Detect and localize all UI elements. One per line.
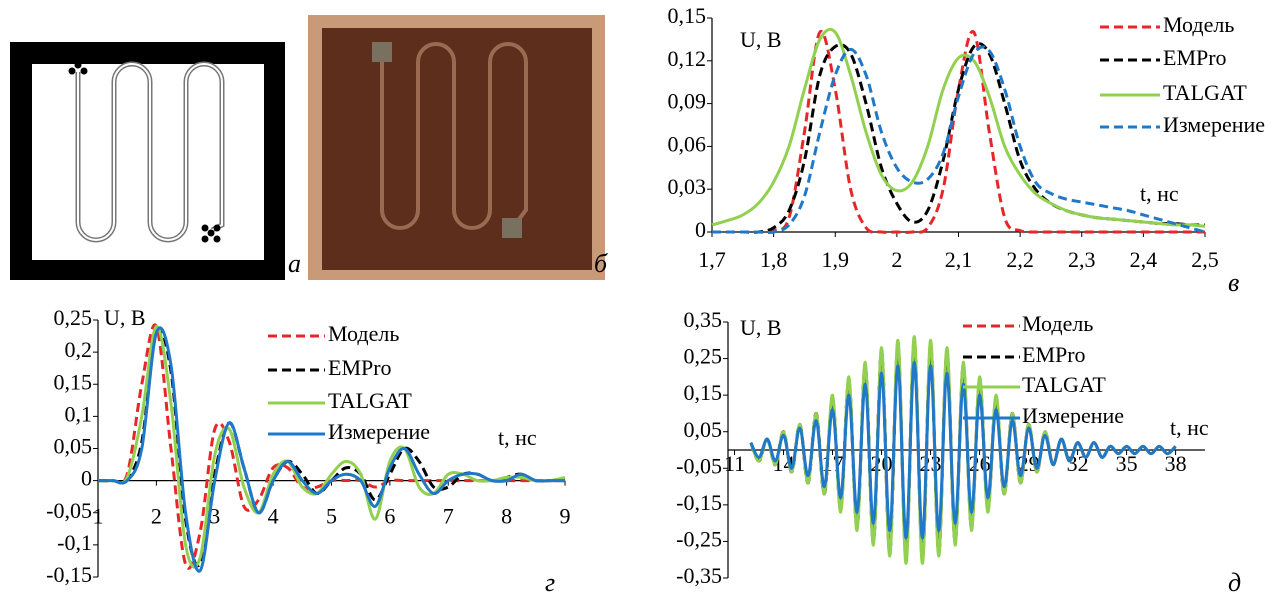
y-tick-label: 0,25 xyxy=(54,305,93,330)
legend-label: EMPro xyxy=(1163,45,1227,70)
y-tick-label: 0,03 xyxy=(668,174,707,199)
panel-b-image xyxy=(308,15,605,280)
panel-a-image xyxy=(10,42,285,280)
y-tick-label: 0,15 xyxy=(54,369,93,394)
legend-label: TALGAT xyxy=(1163,80,1247,105)
panel-label: г xyxy=(545,568,555,595)
series-line xyxy=(711,27,1206,228)
legend-label: EMPro xyxy=(1022,342,1086,367)
panel-label: б xyxy=(594,249,608,278)
x-tick-label: 9 xyxy=(560,504,571,529)
y-tick-label: -0,05 xyxy=(46,498,92,523)
x-tick-label: 2,3 xyxy=(1068,247,1096,272)
y-tick-label: 0,1 xyxy=(65,401,93,426)
series-line xyxy=(98,326,565,573)
x-tick-label: 7 xyxy=(443,504,454,529)
x-tick-label: 2,4 xyxy=(1130,247,1158,272)
x-tick-label: 6 xyxy=(384,504,395,529)
legend-label: TALGAT xyxy=(328,388,412,413)
series-line xyxy=(711,45,1206,235)
x-tick-label: 2,5 xyxy=(1191,247,1219,272)
y-tick-label: -0,1 xyxy=(57,530,92,555)
x-tick-label: 5 xyxy=(326,504,337,529)
y-tick-label: -0,15 xyxy=(676,490,722,515)
y-tick-label: 0,06 xyxy=(668,131,707,156)
x-tick-label: 1,8 xyxy=(760,247,788,272)
y-axis-title: U, В xyxy=(740,315,782,340)
legend-label: Модель xyxy=(1022,311,1093,336)
legend-label: EMPro xyxy=(328,355,392,380)
series-line xyxy=(711,29,1205,234)
y-tick-label: 0,35 xyxy=(684,307,723,332)
series-line xyxy=(749,360,1177,540)
x-tick-label: 17 xyxy=(822,451,844,476)
x-tick-label: 3 xyxy=(209,504,220,529)
y-tick-label: 0,2 xyxy=(65,337,93,362)
x-tick-label: 23 xyxy=(920,451,942,476)
y-tick-label: -0,05 xyxy=(676,453,722,478)
y-axis-title: U, В xyxy=(104,305,146,330)
x-tick-label: 26 xyxy=(969,451,991,476)
y-tick-label: 0,25 xyxy=(684,344,723,369)
y-tick-label: -0,35 xyxy=(676,563,722,588)
legend-label: Модель xyxy=(1163,12,1234,37)
x-tick-label: 38 xyxy=(1165,451,1187,476)
y-axis-title: U, В xyxy=(740,27,782,52)
series-line xyxy=(97,324,566,569)
x-tick-label: 20 xyxy=(871,451,893,476)
y-tick-label: 0,05 xyxy=(54,434,93,459)
panel-label: в xyxy=(1228,268,1239,297)
legend-label: TALGAT xyxy=(1022,372,1106,397)
legend-label: Модель xyxy=(328,321,399,346)
x-tick-label: 2,1 xyxy=(945,247,973,272)
y-tick-label: 0 xyxy=(695,217,706,242)
x-tick-label: 8 xyxy=(501,504,512,529)
x-tick-label: 35 xyxy=(1116,451,1138,476)
y-tick-label: 0,09 xyxy=(668,89,707,114)
x-axis-title: t, нс xyxy=(498,425,537,450)
legend-label: Измерение xyxy=(328,419,430,444)
x-tick-label: 1,9 xyxy=(822,247,850,272)
y-tick-label: 0 xyxy=(81,466,92,491)
y-tick-label: -0,25 xyxy=(676,526,722,551)
x-tick-label: 4 xyxy=(268,504,279,529)
legend-label: Измерение xyxy=(1022,403,1124,428)
x-tick-label: 2,2 xyxy=(1006,247,1034,272)
panel-label: д xyxy=(1228,568,1241,595)
x-tick-label: 1,7 xyxy=(698,247,726,272)
x-axis-title: t, нс xyxy=(1170,415,1209,440)
legend-label: Измерение xyxy=(1163,112,1265,137)
x-tick-label: 2 xyxy=(151,504,162,529)
y-tick-label: 0,05 xyxy=(684,417,723,442)
x-tick-label: 1 xyxy=(93,504,104,529)
x-axis-title: t, нс xyxy=(1140,181,1179,206)
panel-label: а xyxy=(288,249,301,278)
x-tick-label: 2 xyxy=(891,247,902,272)
series-line xyxy=(711,42,1206,234)
y-tick-label: 0,15 xyxy=(668,3,707,28)
x-tick-label: 11 xyxy=(724,451,745,476)
y-tick-label: 0,12 xyxy=(668,46,707,71)
y-tick-label: 0,15 xyxy=(684,380,723,405)
y-tick-label: -0,15 xyxy=(46,562,92,587)
